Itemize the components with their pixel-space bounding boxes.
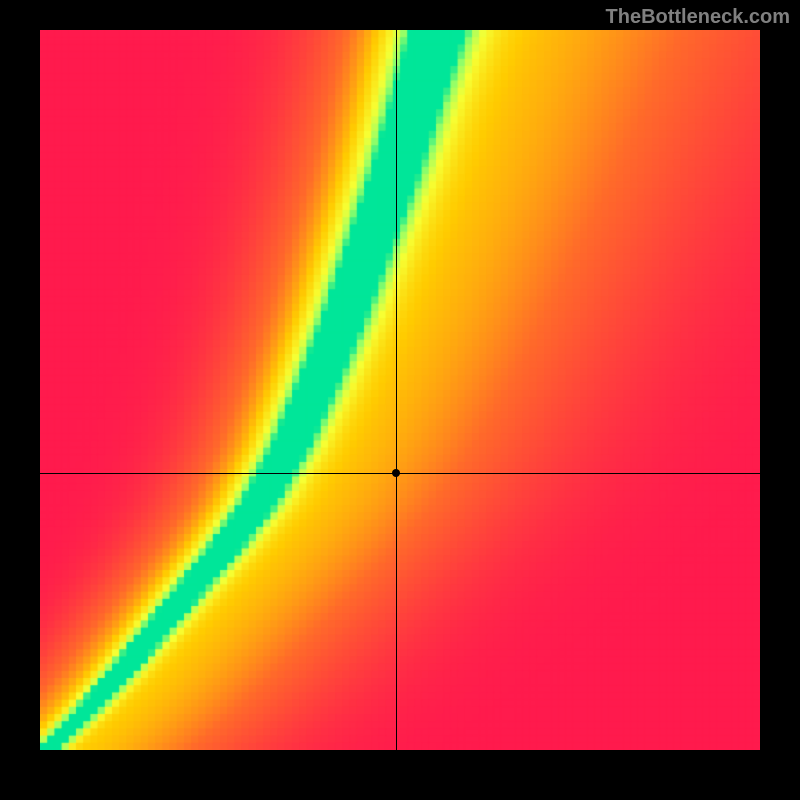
heatmap-canvas (40, 30, 760, 750)
crosshair-vertical (396, 30, 397, 750)
crosshair-marker (392, 469, 400, 477)
watermark-text: TheBottleneck.com (606, 6, 790, 29)
heatmap-chart (40, 30, 760, 750)
